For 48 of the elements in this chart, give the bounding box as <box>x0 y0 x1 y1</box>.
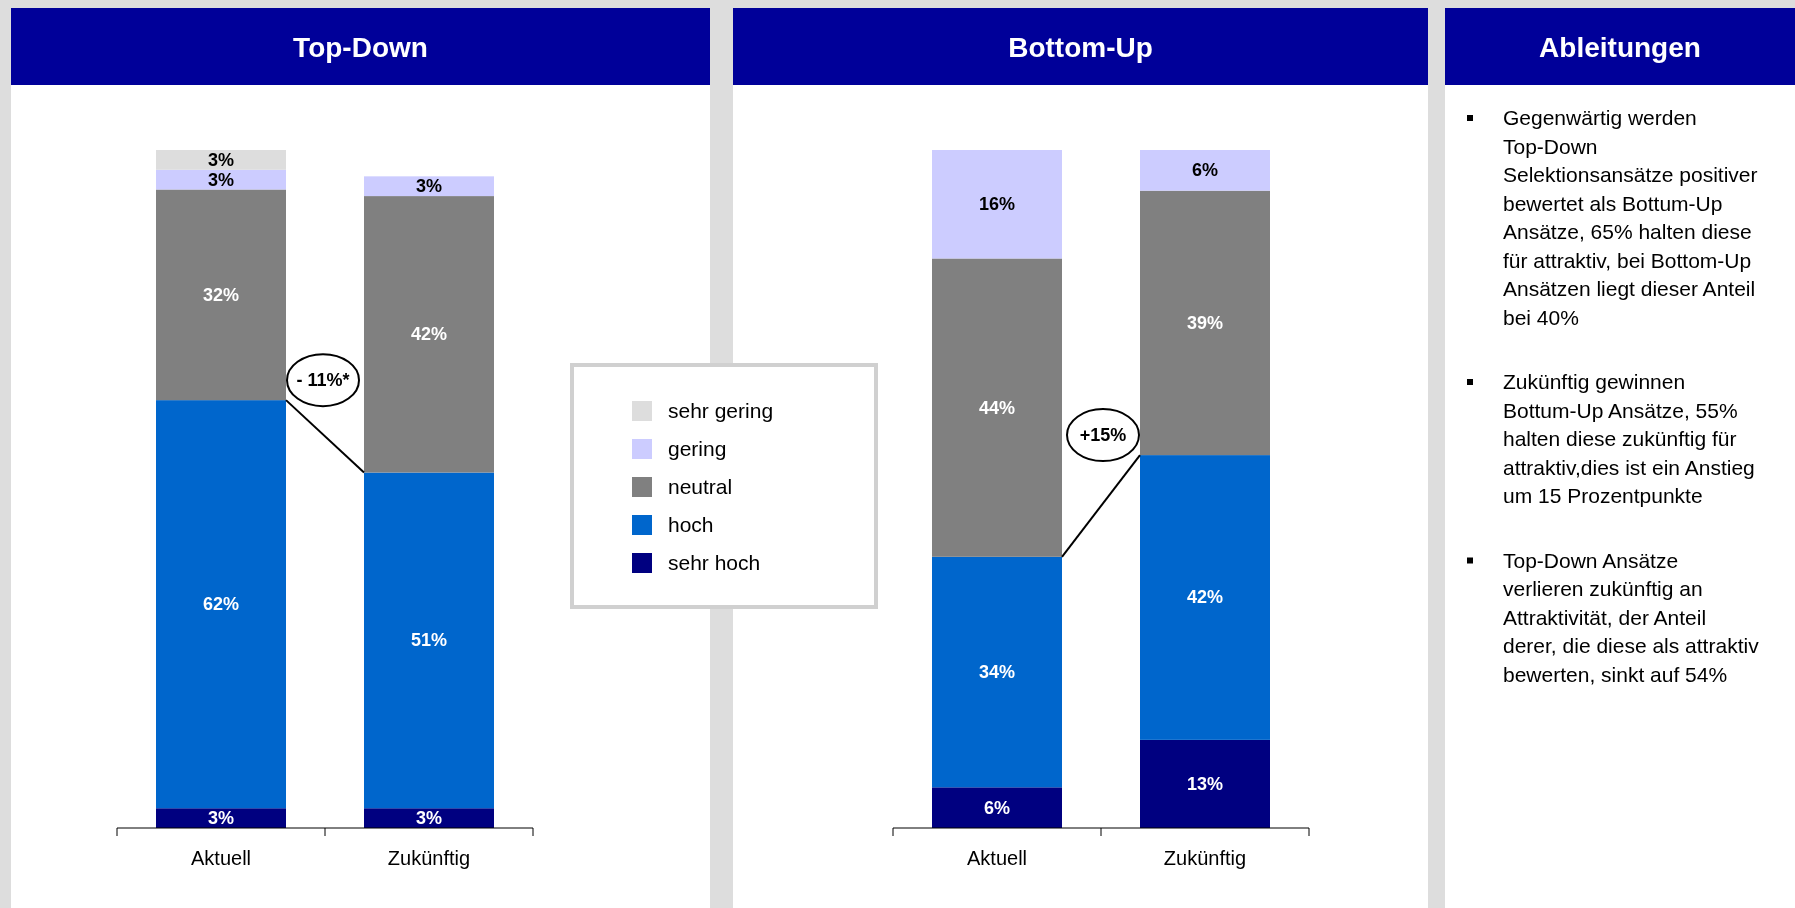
data-label: 6% <box>983 797 1011 818</box>
legend-label: sehr hoch <box>668 551 761 574</box>
legend-label: gering <box>668 437 727 460</box>
bar <box>1140 150 1270 191</box>
text: Gegenwärtig werden Top-Down Selektionsansätze positiver bewertet als Bottum-Up Ansätze, 65% halten diese für attraktiv, bei Bottom-Up Ansätzen liegt dieser Anteil bei 40% <box>1503 106 1758 329</box>
legend-label: hoch <box>668 513 714 536</box>
bar <box>364 196 494 473</box>
data-label: 39% <box>1186 312 1224 333</box>
annotation: - 11%* <box>296 370 350 391</box>
text: Top-Down Ansätze verlieren zukünftig an Attraktivität, der Anteil derer, die diese als attraktiv bewerten, sinkt auf 54% <box>1503 548 1760 686</box>
chart-title: Top-Down <box>293 31 428 63</box>
data-label: 62% <box>202 594 240 615</box>
bar <box>156 400 286 809</box>
data-label: 44% <box>978 397 1016 418</box>
bar <box>932 556 1062 788</box>
data-label: 42% <box>410 324 448 345</box>
bar <box>364 176 494 197</box>
x-tick-label: Aktuell <box>190 847 252 869</box>
legend-label: neutral <box>668 475 733 498</box>
annotation: +15% <box>1079 425 1127 446</box>
bar <box>364 472 494 809</box>
data-label: 3% <box>207 808 235 829</box>
data-label: 51% <box>410 630 448 651</box>
bar <box>932 150 1062 259</box>
text: Zukünftig gewinnen Bottum-Up Ansätze, 55% halten diese zukünftig für attraktiv,dies ist ein Anstieg um 15 Prozentpunkte <box>1503 370 1755 507</box>
bar <box>156 189 286 401</box>
x-tick-label: Aktuell <box>966 847 1028 869</box>
x-tick-label: Zukünftig <box>1163 847 1247 869</box>
data-label: 16% <box>978 194 1016 215</box>
bar <box>932 258 1062 557</box>
data-label: 32% <box>202 284 240 305</box>
data-label: 6% <box>1191 160 1219 181</box>
bar <box>156 150 286 170</box>
data-label: 42% <box>1186 587 1224 608</box>
bar <box>1140 739 1270 828</box>
text: Ableitungen <box>1539 31 1701 63</box>
data-label: 3% <box>415 176 443 197</box>
data-label: 13% <box>1186 773 1224 794</box>
legend-label: sehr gering <box>668 399 774 422</box>
x-tick-label: Zukünftig <box>387 847 471 869</box>
data-label: 3% <box>207 149 235 170</box>
bar <box>932 787 1062 828</box>
bar <box>1140 190 1270 456</box>
chart-title: Bottom-Up <box>1008 31 1153 63</box>
bar <box>1140 455 1270 740</box>
data-label: 34% <box>978 662 1016 683</box>
data-label: 3% <box>415 808 443 829</box>
data-label: 3% <box>207 169 235 190</box>
